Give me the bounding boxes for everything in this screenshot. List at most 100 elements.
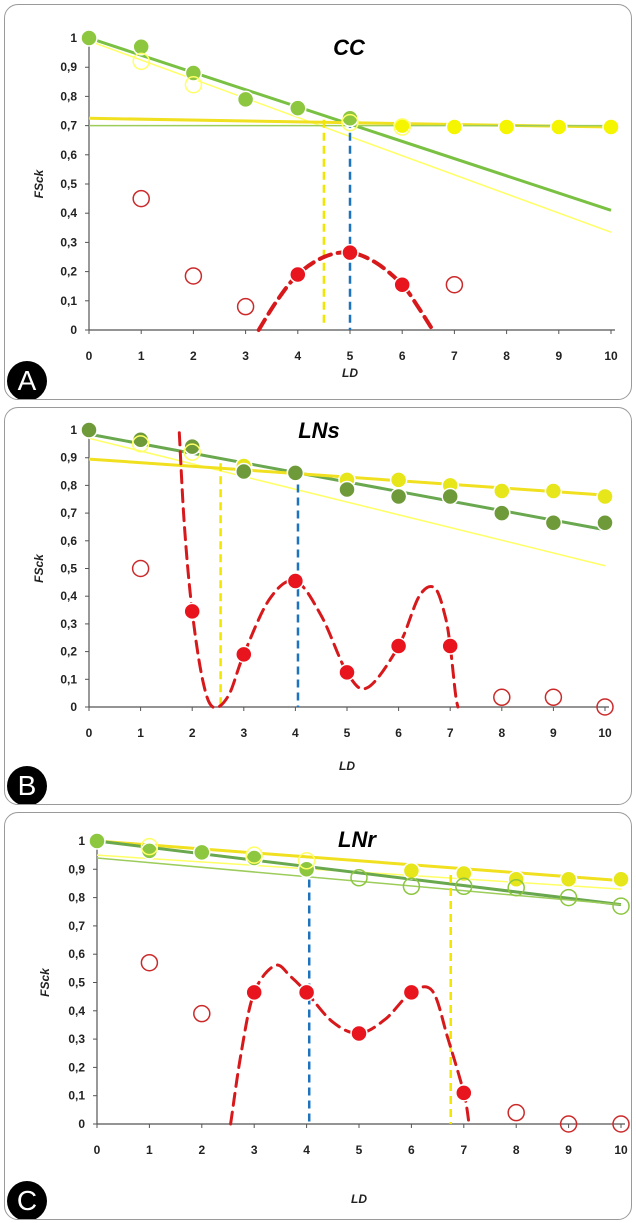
data-point: [80, 29, 98, 47]
x-tick-label: 2: [189, 726, 196, 740]
data-point: [402, 983, 421, 1002]
panel-a: 0 0,1 0,2 0,3 0,4 0,5 0,6 0,7 0,8 0,9 1 0 1 2 3 4 5 6 7 8 9 1…: [4, 4, 632, 400]
data-point: [596, 487, 614, 506]
y-tick-label: 0: [70, 700, 77, 714]
panel-label-c: C: [7, 1181, 47, 1219]
x-tick-label: 10: [604, 349, 618, 363]
data-point-hollow: [132, 52, 150, 71]
trend-line: [96, 857, 622, 906]
x-tick-label: 9: [565, 1143, 572, 1157]
x-axis-label: LD: [342, 366, 358, 380]
x-tick-label: 8: [498, 726, 505, 740]
chart-svg-c: 00,10,20,30,40,50,60,70,80,910 1 2 3 4 5 6 7 8 9 1…: [38, 827, 630, 1206]
data-point-hollow: [507, 878, 525, 897]
data-point-hollow: [131, 435, 150, 453]
x-tick-label: 5: [356, 1143, 363, 1157]
data-point-hollow: [455, 877, 473, 896]
y-tick-label: 0,8: [68, 891, 85, 905]
data-point: [596, 514, 614, 532]
y-tick-label: 0,8: [60, 89, 77, 103]
data-point: [393, 275, 411, 294]
x-tick-label: 1: [137, 726, 144, 740]
x-tick-label: 6: [395, 726, 402, 740]
y-tick-label: 0,8: [60, 478, 77, 492]
data-point: [393, 116, 411, 135]
y-tick-label: 0,5: [60, 177, 77, 191]
y-tick-label: 0,2: [60, 645, 77, 659]
data-point: [544, 482, 563, 500]
data-point: [389, 487, 408, 506]
data-point-hollow: [140, 837, 159, 856]
data-point-hollow: [612, 897, 630, 915]
y-tick-label: 0,5: [60, 562, 77, 576]
data-point: [183, 602, 201, 621]
data-point: [235, 462, 253, 481]
data-point-hollow: [140, 953, 159, 972]
x-axis-label: LD: [351, 1192, 367, 1206]
data-point: [544, 514, 563, 532]
data-point: [235, 645, 253, 664]
y-tick-label: 0,3: [60, 235, 77, 249]
data-point: [131, 430, 150, 449]
data-point: [236, 90, 255, 109]
data-point: [602, 118, 620, 136]
data-point: [455, 1084, 473, 1102]
data-point: [493, 504, 511, 522]
data-point: [389, 637, 408, 655]
fitted-curve: [177, 431, 460, 710]
chart-svg-b: 00,10,20,30,40,50,60,70,80,910 1 2 3 4 5 6 7 8 9 1…: [32, 418, 614, 773]
data-point: [286, 464, 305, 482]
data-point: [140, 842, 159, 860]
data-point: [559, 870, 578, 888]
x-tick-label: 0: [86, 726, 93, 740]
x-tick-label: 9: [555, 349, 562, 363]
y-tick-label: 0,1: [68, 1089, 85, 1103]
data-point: [550, 118, 568, 136]
x-tick-label: 9: [550, 726, 557, 740]
chart-svg-a: 00,10,20,30,40,50,60,70,80,910 1 2 3 4 5 6 7 8 9 1…: [32, 29, 620, 380]
y-axis-label: FSck: [32, 553, 46, 583]
y-tick-label: 0,9: [60, 60, 77, 74]
x-tick-label: 4: [303, 1143, 310, 1157]
y-tick-label: 0,7: [68, 919, 85, 933]
data-point: [193, 843, 211, 862]
data-point-hollow: [559, 888, 578, 907]
data-point-hollow: [493, 688, 511, 707]
x-tick-label: 2: [198, 1143, 205, 1157]
data-point: [183, 437, 201, 456]
data-point: [88, 832, 106, 850]
x-axis-label: LD: [339, 759, 355, 773]
data-point: [402, 861, 421, 880]
x-tick-label: 4: [294, 349, 301, 363]
y-tick-label: 0,7: [60, 506, 77, 520]
fitted-curve: [229, 963, 471, 1126]
data-point-hollow: [544, 688, 563, 707]
data-point-hollow: [393, 118, 411, 136]
data-point: [445, 118, 464, 136]
trend-line: [96, 839, 622, 883]
chart-title: LNr: [338, 827, 377, 852]
x-tick-label: 10: [614, 1143, 628, 1157]
data-point: [341, 243, 359, 262]
x-tick-label: 3: [251, 1143, 258, 1157]
x-tick-label: 2: [190, 349, 197, 363]
trend-line: [88, 437, 606, 567]
panel-label-a: A: [7, 361, 47, 399]
data-point-hollow: [245, 846, 263, 864]
y-tick-label: 0: [78, 1117, 85, 1131]
data-point: [497, 118, 516, 136]
data-point-hollow: [596, 698, 614, 716]
data-point: [80, 421, 98, 439]
y-tick-label: 0,3: [68, 1032, 85, 1046]
data-point: [338, 480, 356, 499]
panel-label-b: B: [7, 766, 47, 804]
data-point: [297, 983, 316, 1002]
data-point: [289, 265, 307, 284]
data-point-hollow: [612, 1115, 630, 1133]
data-point-hollow: [507, 1103, 525, 1122]
data-point-hollow: [193, 1004, 211, 1023]
data-point-hollow: [402, 877, 421, 896]
data-point: [493, 482, 511, 500]
y-tick-label: 0: [70, 323, 77, 337]
data-point: [441, 487, 459, 506]
